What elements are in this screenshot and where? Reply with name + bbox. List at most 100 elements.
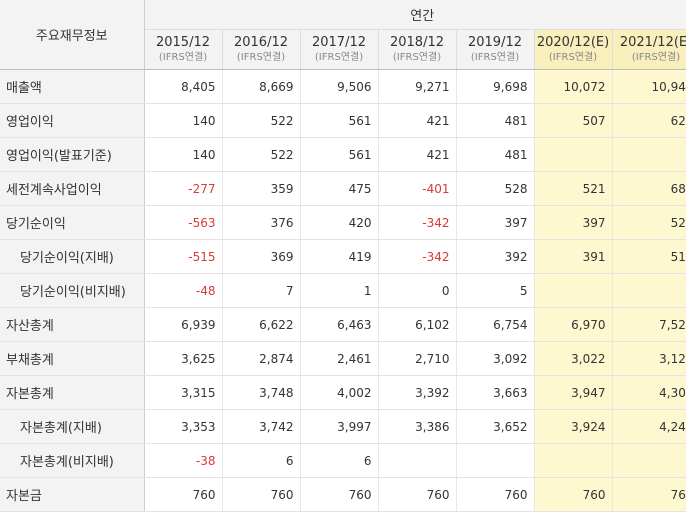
- table-cell: 3,386: [378, 410, 456, 444]
- table-cell: 6,970: [534, 308, 612, 342]
- column-basis: (IFRS연결): [457, 50, 534, 65]
- table-cell: 10,948: [612, 70, 686, 104]
- table-cell: 419: [300, 240, 378, 274]
- column-year: 2018/12: [379, 35, 456, 50]
- table-cell: 689: [612, 172, 686, 206]
- column-basis: (IFRS연결): [223, 50, 300, 65]
- table-cell: 3,392: [378, 376, 456, 410]
- row-label: 영업이익(발표기준): [0, 138, 144, 172]
- table-cell: 140: [144, 104, 222, 138]
- table-cell: 5: [456, 274, 534, 308]
- table-cell: 6,622: [222, 308, 300, 342]
- table-cell: 522: [222, 104, 300, 138]
- row-label: 자본총계(지배): [0, 410, 144, 444]
- table-cell: 3,625: [144, 342, 222, 376]
- table-cell: 760: [222, 478, 300, 512]
- table-cell: 6,754: [456, 308, 534, 342]
- table-cell: [612, 138, 686, 172]
- table-cell: 10,072: [534, 70, 612, 104]
- column-basis: (IFRS연결): [613, 50, 686, 65]
- table-cell: 359: [222, 172, 300, 206]
- table-cell: 760: [378, 478, 456, 512]
- table-cell: 376: [222, 206, 300, 240]
- row-label: 당기순이익(비지배): [0, 274, 144, 308]
- table-cell: [534, 274, 612, 308]
- table-cell: 760: [456, 478, 534, 512]
- table-cell: 3,092: [456, 342, 534, 376]
- row-label: 자본금: [0, 478, 144, 512]
- table-cell: 760: [144, 478, 222, 512]
- column-header-5: 2020/12(E)(IFRS연결): [534, 30, 612, 70]
- table-cell: 561: [300, 104, 378, 138]
- table-cell: 522: [612, 206, 686, 240]
- table-cell: 2,874: [222, 342, 300, 376]
- table-cell: 528: [456, 172, 534, 206]
- row-label: 영업이익: [0, 104, 144, 138]
- column-header-6: 2021/12(E)(IFRS연결): [612, 30, 686, 70]
- table-cell: [456, 444, 534, 478]
- table-cell: 397: [456, 206, 534, 240]
- table-cell: 0: [378, 274, 456, 308]
- table-cell: 4,246: [612, 410, 686, 444]
- column-year: 2021/12(E): [613, 35, 686, 50]
- table-cell: 521: [534, 172, 612, 206]
- table-cell: 760: [612, 478, 686, 512]
- table-cell: 6: [222, 444, 300, 478]
- table-cell: 3,947: [534, 376, 612, 410]
- column-header-0: 2015/12(IFRS연결): [144, 30, 222, 70]
- table-cell: 2,710: [378, 342, 456, 376]
- annual-group-header: 연간: [144, 0, 686, 30]
- column-year: 2020/12(E): [535, 35, 612, 50]
- table-cell: 8,405: [144, 70, 222, 104]
- table-cell: 3,748: [222, 376, 300, 410]
- table-cell: 481: [456, 104, 534, 138]
- table-cell: [612, 444, 686, 478]
- table-cell: -38: [144, 444, 222, 478]
- table-body: 매출액8,4058,6699,5069,2719,69810,07210,948…: [0, 70, 686, 512]
- column-basis: (IFRS연결): [535, 50, 612, 65]
- table-cell: -277: [144, 172, 222, 206]
- table-cell: [378, 444, 456, 478]
- table-row: 영업이익140522561421481507629: [0, 104, 686, 138]
- table-cell: 4,308: [612, 376, 686, 410]
- column-year: 2019/12: [457, 35, 534, 50]
- table-cell: 420: [300, 206, 378, 240]
- table-title: 주요재무정보: [0, 0, 144, 70]
- table-cell: -563: [144, 206, 222, 240]
- row-label: 세전계속사업이익: [0, 172, 144, 206]
- table-cell: 3,742: [222, 410, 300, 444]
- table-cell: -48: [144, 274, 222, 308]
- column-header-3: 2018/12(IFRS연결): [378, 30, 456, 70]
- table-cell: 3,022: [534, 342, 612, 376]
- column-basis: (IFRS연결): [145, 50, 222, 65]
- column-header-4: 2019/12(IFRS연결): [456, 30, 534, 70]
- table-cell: 6,463: [300, 308, 378, 342]
- row-label: 자본총계: [0, 376, 144, 410]
- table-cell: 6,939: [144, 308, 222, 342]
- row-label: 자본총계(비지배): [0, 444, 144, 478]
- column-header-1: 2016/12(IFRS연결): [222, 30, 300, 70]
- column-basis: (IFRS연결): [379, 50, 456, 65]
- table-cell: 2,461: [300, 342, 378, 376]
- table-cell: 140: [144, 138, 222, 172]
- table-cell: 392: [456, 240, 534, 274]
- table-cell: [534, 444, 612, 478]
- row-label: 부채총계: [0, 342, 144, 376]
- table-cell: 475: [300, 172, 378, 206]
- header-row: 주요재무정보 연간: [0, 0, 686, 30]
- table-cell: 6: [300, 444, 378, 478]
- table-cell: 4,002: [300, 376, 378, 410]
- table-cell: 7: [222, 274, 300, 308]
- table-cell: 561: [300, 138, 378, 172]
- table-cell: 481: [456, 138, 534, 172]
